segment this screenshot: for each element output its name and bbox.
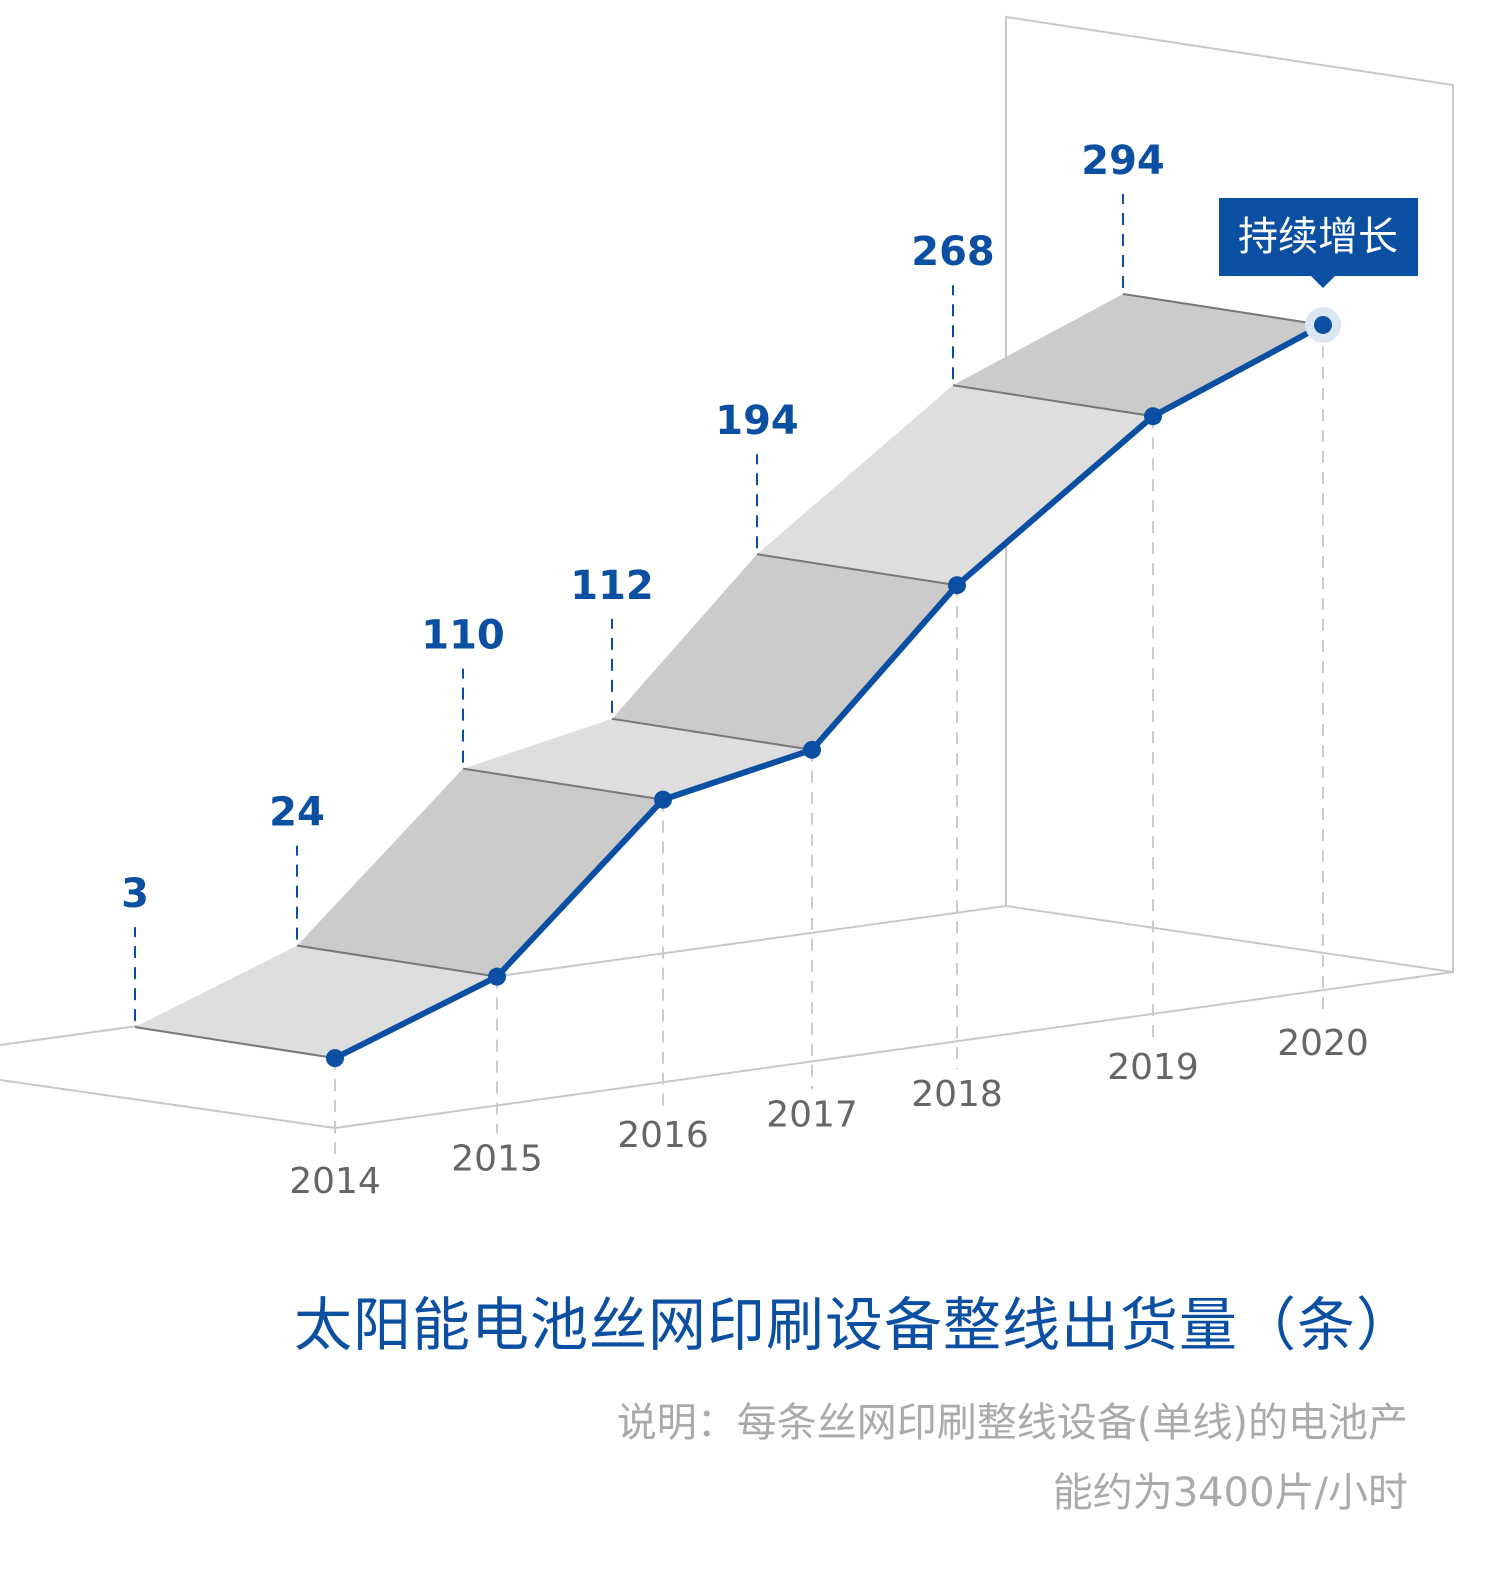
data-label-2015: 24 [269, 790, 325, 836]
ribbon-edge-4 [756, 553, 958, 587]
data-point-2014 [326, 1049, 344, 1068]
x-tick-label-2016: 2016 [617, 1115, 709, 1156]
note-line-2: 能约为3400片/小时 [1052, 1470, 1408, 1516]
data-point-2017 [803, 740, 821, 759]
data-label-2014: 3 [121, 871, 149, 917]
data-point-2020 [1314, 315, 1332, 334]
x-tick-label-2018: 2018 [911, 1074, 1003, 1115]
ribbon-segment-0 [135, 945, 497, 1059]
chart-note: 说明：每条丝网印刷整线设备(单线)的电池产 能约为3400片/小时 [617, 1388, 1408, 1528]
data-label-2017: 112 [570, 563, 654, 609]
x-tick-label-2017: 2017 [766, 1094, 858, 1135]
data-point-2015 [488, 967, 506, 986]
ribbon-segment-3 [612, 554, 957, 750]
data-label-2019: 268 [911, 229, 995, 275]
x-tick-label-2015: 2015 [451, 1138, 543, 1179]
callout-text: 持续增长 [1238, 214, 1398, 260]
note-line-1: 说明：每条丝网印刷整线设备(单线)的电池产 [616, 1400, 1408, 1446]
ribbon-segment-4 [757, 385, 1153, 586]
ribbon-edge-5 [952, 384, 1154, 418]
ribbon-segment-2 [463, 718, 812, 800]
data-point-2018 [948, 576, 966, 595]
chart-title: 太阳能电池丝网印刷设备整线出货量（条） [293, 1291, 1415, 1359]
ribbon-edge-2 [462, 767, 664, 801]
data-label-2020: 294 [1081, 138, 1165, 184]
ribbon-edge-0 [134, 1026, 336, 1060]
annotation-callout: 持续增长 [1219, 198, 1418, 288]
ribbon-edge-6 [1122, 292, 1324, 326]
x-tick-label-2020: 2020 [1277, 1023, 1369, 1064]
floor-outline [0, 15, 1454, 1130]
callout-pointer [1311, 276, 1335, 288]
data-point-2016 [654, 790, 672, 809]
callout-box [1219, 198, 1418, 276]
ribbon-segment-1 [297, 768, 663, 977]
x-tick-label-2014: 2014 [289, 1161, 381, 1202]
x-tick-label-2019: 2019 [1107, 1047, 1199, 1088]
data-point-2019 [1144, 407, 1162, 426]
data-label-2016: 110 [421, 613, 505, 659]
ribbon-edge-3 [611, 717, 813, 751]
ribbon-segment-5 [953, 293, 1323, 417]
ribbon-edge-1 [296, 944, 498, 978]
data-label-2018: 194 [715, 398, 799, 444]
